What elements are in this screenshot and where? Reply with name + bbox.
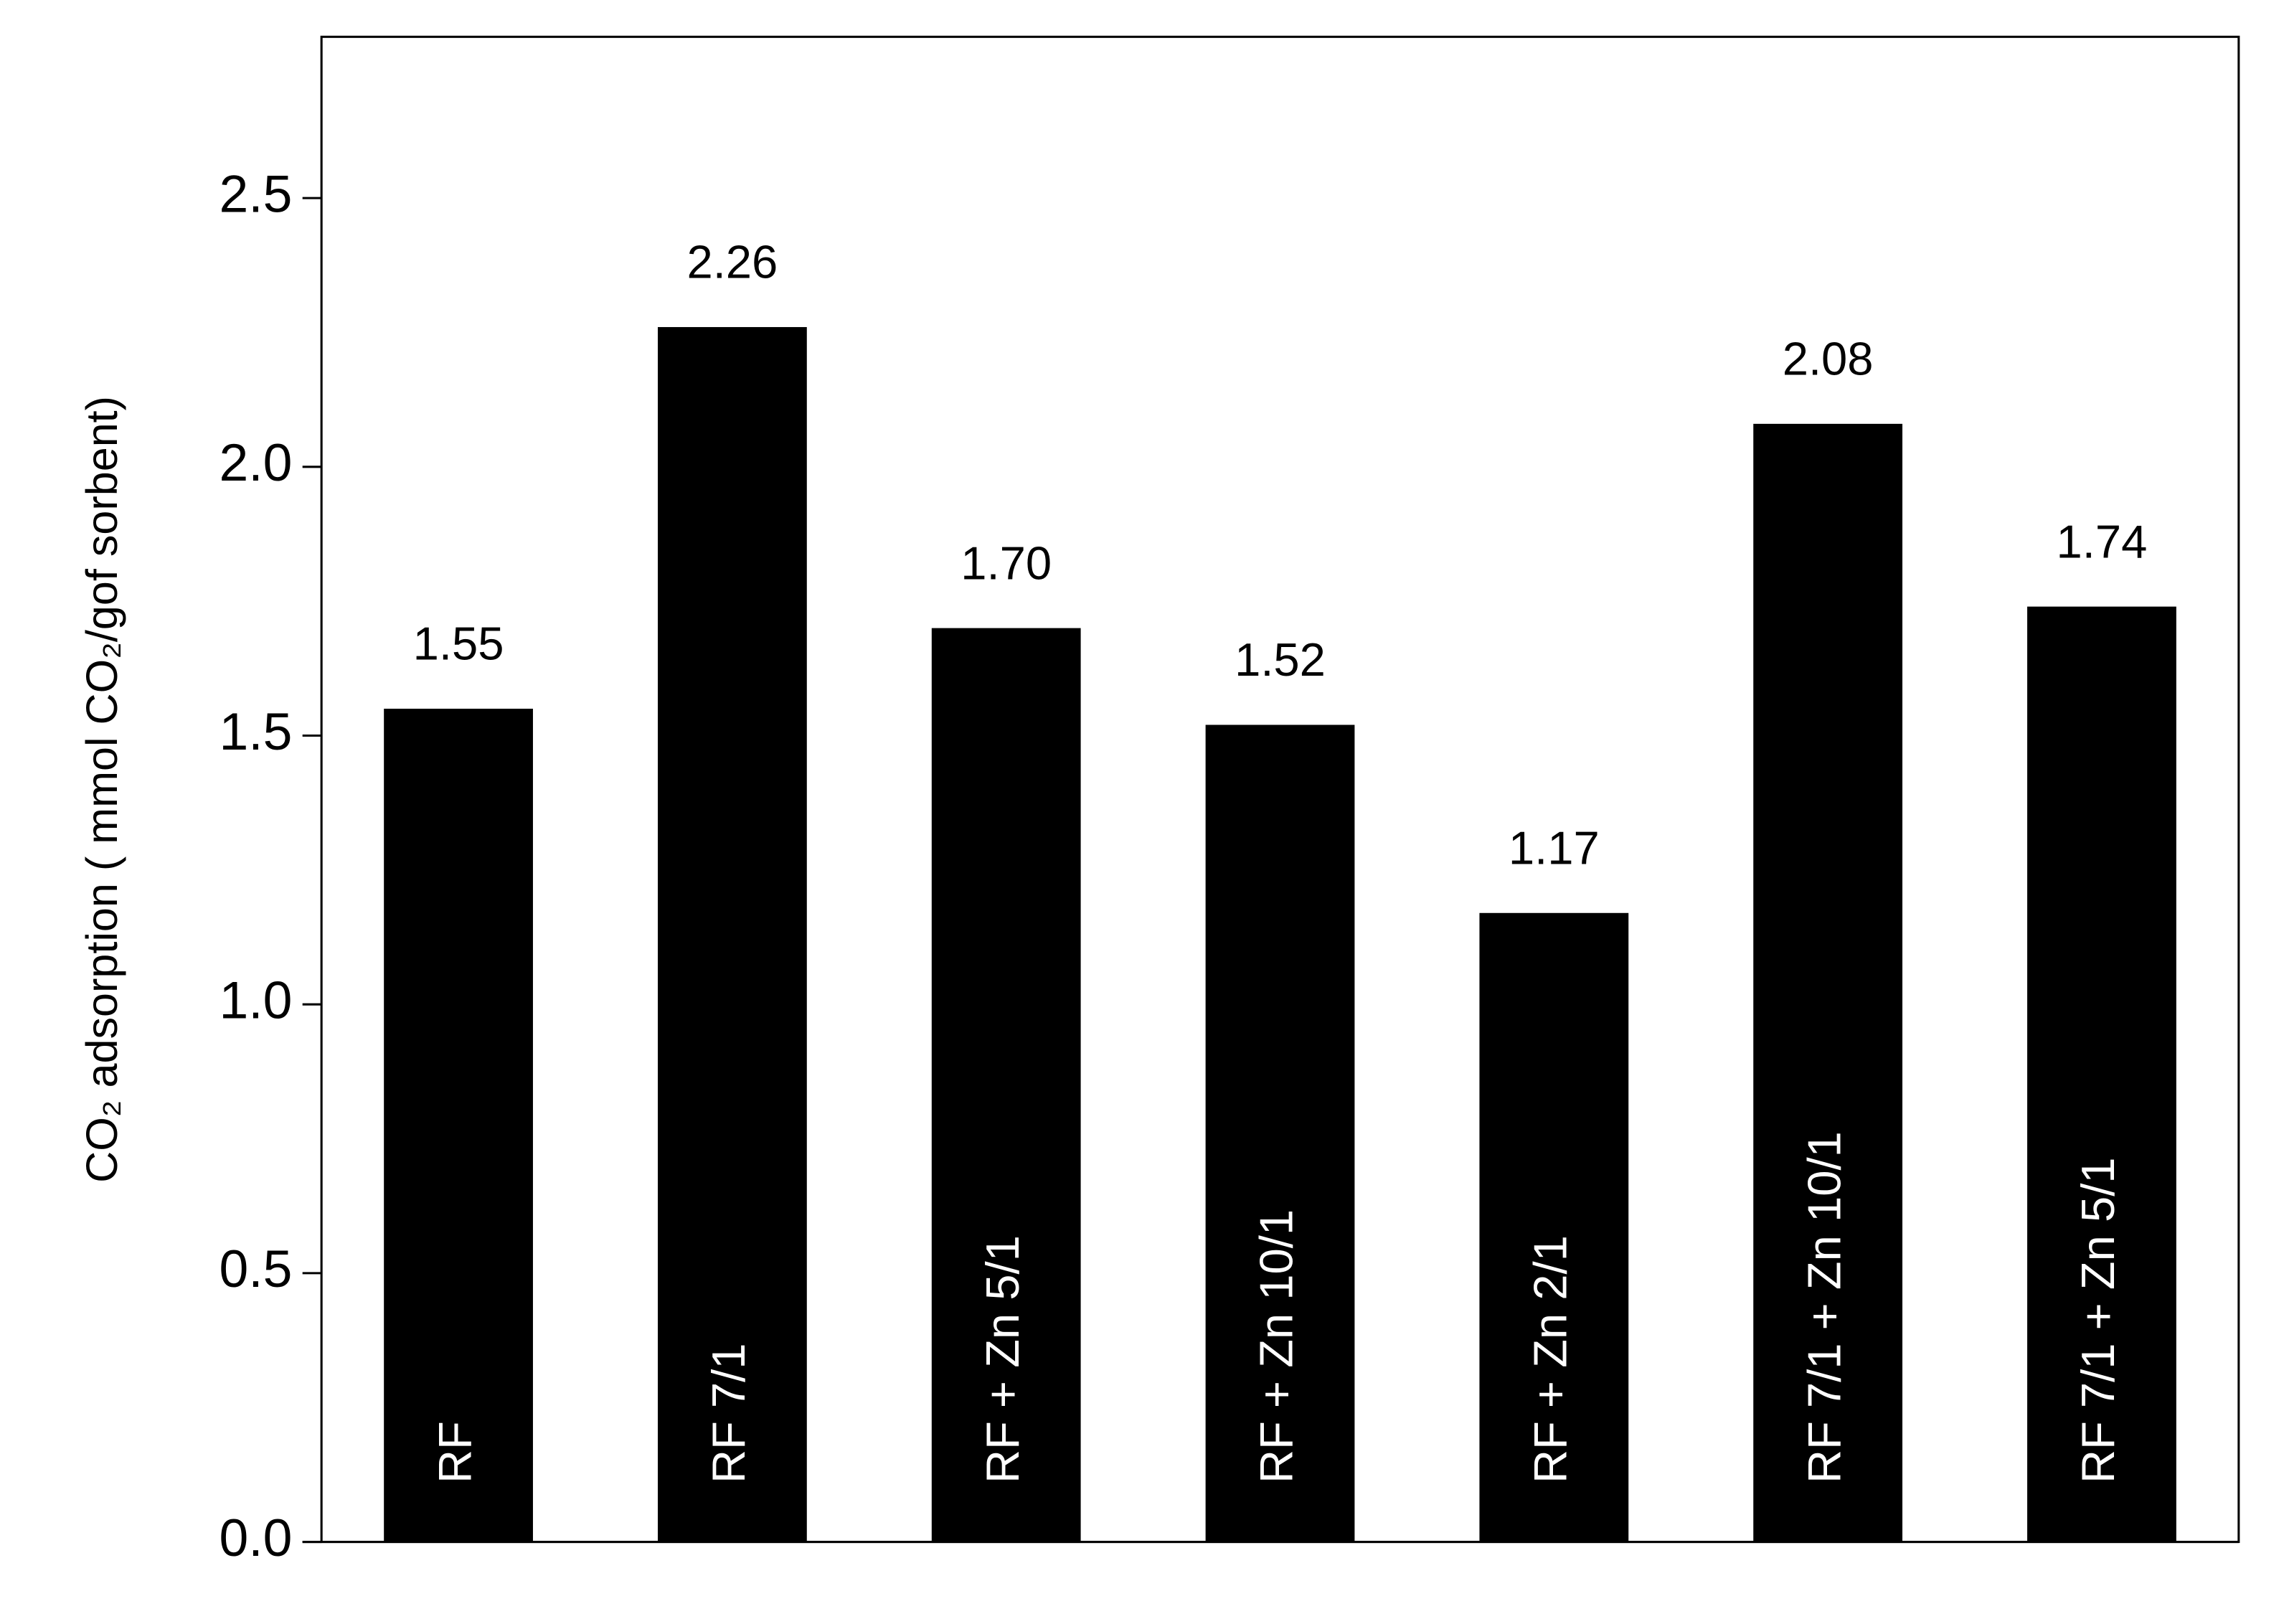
- value-label: 1.74: [2057, 515, 2148, 567]
- y-tick-label: 2.0: [219, 433, 292, 492]
- bar: [931, 628, 1081, 1542]
- value-label: 1.55: [413, 618, 504, 670]
- y-tick-label: 2.5: [219, 164, 292, 223]
- value-label: 2.08: [1783, 333, 1874, 385]
- category-label: RF + Zn 5/1: [976, 1235, 1029, 1483]
- category-label: RF 7/1 + Zn 5/1: [2072, 1157, 2124, 1483]
- y-tick-label: 0.0: [219, 1509, 292, 1567]
- category-label: RF 7/1: [702, 1343, 755, 1483]
- bar: [1753, 423, 1903, 1542]
- bar: [2027, 606, 2176, 1542]
- category-label: RF 7/1 + Zn 10/1: [1798, 1131, 1850, 1483]
- y-tick-label: 1.5: [219, 702, 292, 761]
- value-label: 1.17: [1509, 821, 1600, 874]
- y-tick-label: 0.5: [219, 1240, 292, 1298]
- value-label: 1.70: [961, 537, 1052, 589]
- bar: [384, 709, 533, 1542]
- value-label: 1.52: [1235, 633, 1326, 686]
- category-label: RF: [428, 1421, 481, 1483]
- category-label: RF + Zn 10/1: [1250, 1209, 1303, 1483]
- bar: [1479, 912, 1629, 1542]
- y-axis-label: CO₂ adsorption ( mmol CO₂/gof sorbent): [77, 396, 126, 1183]
- y-tick-label: 1.0: [219, 971, 292, 1030]
- bar: [657, 326, 807, 1542]
- bar: [1205, 724, 1355, 1542]
- value-label: 2.26: [686, 236, 778, 288]
- category-label: RF + Zn 2/1: [1524, 1235, 1577, 1483]
